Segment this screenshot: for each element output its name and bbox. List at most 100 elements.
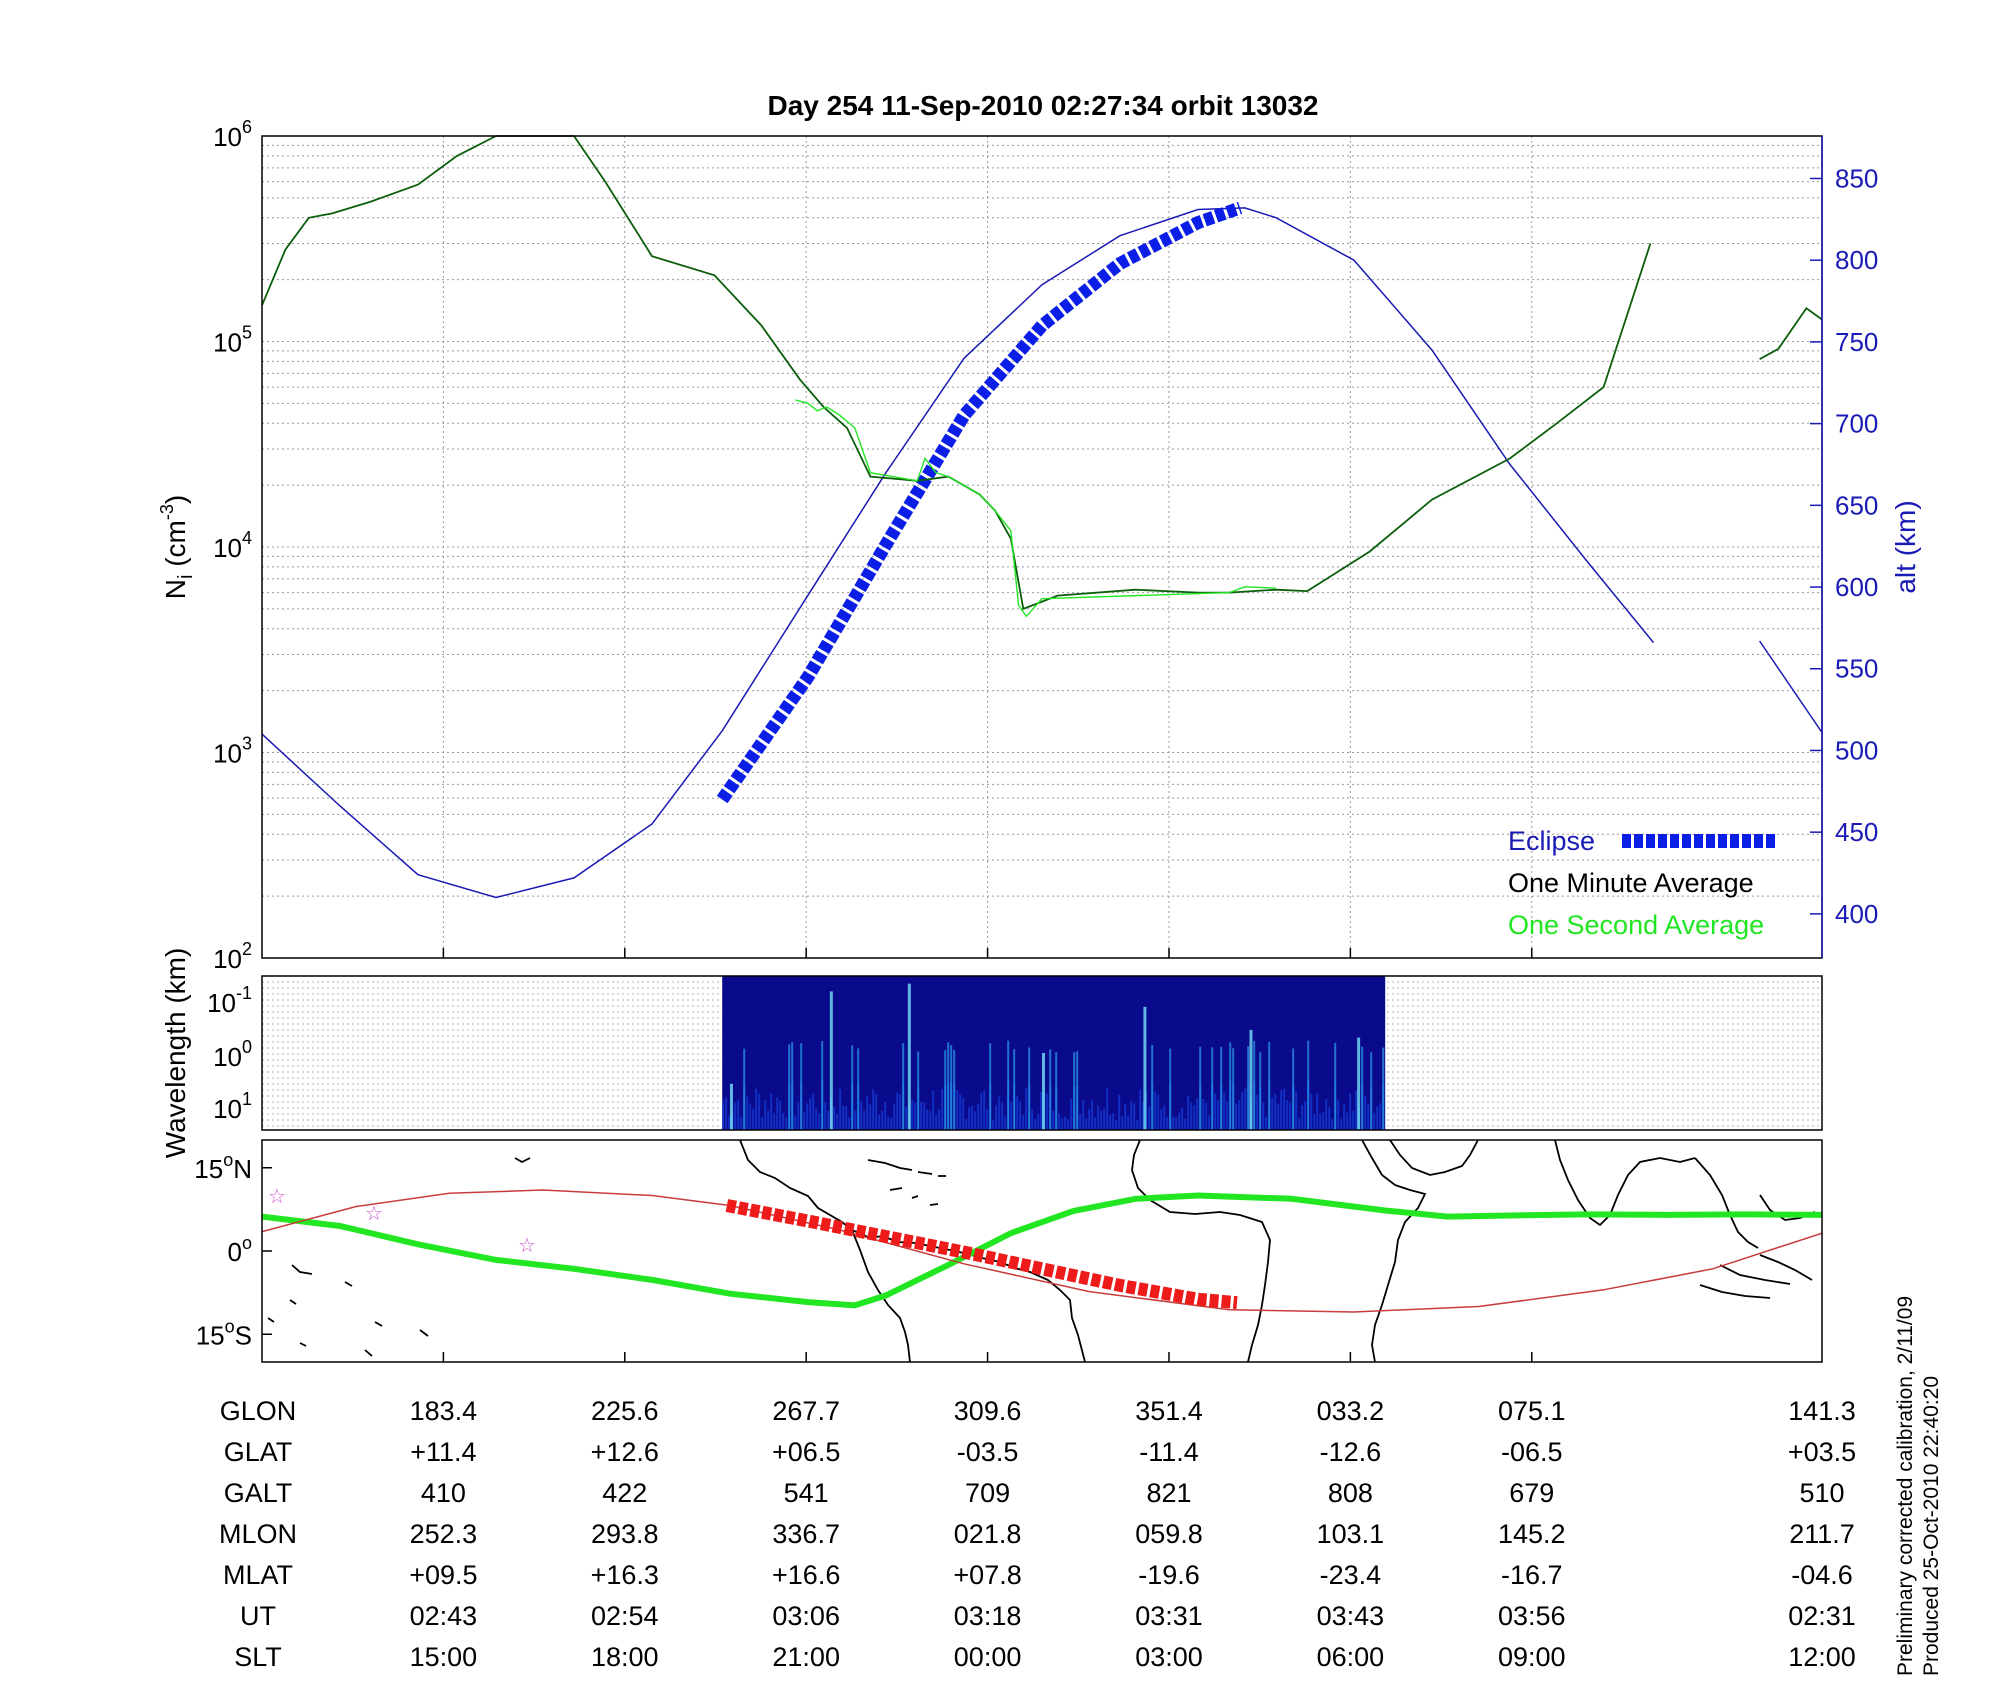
spectrogram-cell — [809, 1097, 812, 1130]
spectrogram-cell — [968, 1107, 971, 1130]
spectrogram-y-ticks: 10-1 100 101 — [207, 983, 252, 1124]
spectrogram-cell — [1193, 1104, 1196, 1130]
spectrogram-cell — [1067, 1119, 1070, 1130]
table-cell: -04.6 — [1791, 1560, 1853, 1590]
spectrogram-cell — [1199, 1046, 1202, 1130]
spectrogram-cell — [800, 1043, 803, 1130]
spectrogram-cell — [1097, 1105, 1100, 1130]
spectrogram-cell — [1196, 1098, 1199, 1130]
coast-africa-west — [1131, 1140, 1271, 1362]
spectrogram-cell — [1268, 1041, 1271, 1130]
spectrogram-cell — [1025, 1088, 1028, 1130]
spectrogram-cell — [1295, 1091, 1298, 1130]
spectrogram-cell — [764, 1100, 767, 1130]
spectrogram-cell — [1205, 1103, 1208, 1130]
spectrogram-cell — [992, 1119, 995, 1130]
spectrogram-cell — [1370, 1052, 1373, 1130]
spectrogram-cell — [902, 1043, 905, 1130]
table-cell: 21:00 — [772, 1642, 840, 1672]
table-cell: 03:00 — [1135, 1642, 1203, 1672]
spectrogram-cell — [944, 1050, 947, 1130]
spectrogram-cell — [1376, 1106, 1379, 1130]
footnote-line-2: Produced 25-Oct-2010 22:40:20 — [1920, 1376, 1943, 1676]
spectrogram-y-tick-label: 101 — [213, 1089, 252, 1124]
spectrogram-cell — [989, 1043, 992, 1130]
table-cell: -12.6 — [1320, 1437, 1382, 1467]
spectrogram-cell — [938, 1109, 941, 1130]
density-y-tick-label: 104 — [213, 528, 252, 563]
spectrogram-cell — [746, 1096, 749, 1130]
spectrogram-cell — [788, 1044, 791, 1130]
spectrogram-cell — [1160, 1109, 1163, 1130]
spectrogram-cell — [998, 1096, 1001, 1130]
altitude-tick-label: 850 — [1835, 163, 1878, 193]
table-cell: -06.5 — [1501, 1437, 1563, 1467]
spectrogram-cell — [815, 1108, 818, 1130]
map-content: ☆ ☆ ☆ — [262, 1140, 1822, 1362]
altitude-tick-label: 550 — [1835, 654, 1878, 684]
altitude-tick-label: 400 — [1835, 899, 1878, 929]
spectrogram-cell — [935, 1114, 938, 1130]
table-cell: 06:00 — [1317, 1642, 1385, 1672]
spectrogram-cell — [1184, 1118, 1187, 1130]
table-cell: +06.5 — [772, 1437, 840, 1467]
altitude-line — [261, 207, 1655, 899]
table-cell: 03:31 — [1135, 1601, 1203, 1631]
spectrogram-cell — [1256, 1094, 1259, 1130]
spectrogram-cell — [1052, 1110, 1055, 1130]
stars: ☆ ☆ ☆ — [268, 1186, 536, 1257]
orbit-table: GLON 183.4 225.6 267.7 309.6 351.4 033.2 075.1 1… — [219, 1396, 1856, 1672]
spectrogram-cell — [1313, 1113, 1316, 1130]
spectrogram-cell — [776, 1097, 779, 1130]
spectrogram-cell — [1058, 1113, 1061, 1130]
table-cell: 211.7 — [1789, 1519, 1855, 1549]
star-marker: ☆ — [268, 1186, 286, 1208]
map-area — [262, 1140, 1822, 1362]
spectrogram-cell — [875, 1093, 878, 1130]
spectrogram-cell — [929, 1110, 932, 1130]
spectrogram-cell — [752, 1108, 755, 1130]
spectrogram-burst — [1249, 1029, 1253, 1130]
spectrogram-cell — [971, 1105, 974, 1130]
table-cell: 336.7 — [772, 1519, 840, 1549]
spectrogram-cell — [1139, 1089, 1142, 1130]
table-row-label: UT — [240, 1601, 276, 1631]
density-panel: 102 103 104 105 106 400 450 500 550 600 650 700 750… — [157, 117, 1921, 974]
table-cell: 02:54 — [591, 1601, 659, 1631]
spectrogram-cell — [782, 1112, 785, 1130]
spectrogram-burst — [1357, 1037, 1361, 1130]
altitude-y-ticks: 400 450 500 550 600 650 700 750 800 850 — [1810, 163, 1878, 929]
spectrogram-cell — [896, 1092, 899, 1130]
spectrogram-cell — [1220, 1046, 1223, 1130]
map-y-tick-label: 0o — [228, 1233, 252, 1267]
spectrogram-cell — [941, 1089, 944, 1130]
spectrogram-cell — [1325, 1098, 1328, 1130]
spectrogram-cell — [1190, 1102, 1193, 1130]
spectrogram-cell — [1208, 1115, 1211, 1130]
coast-north-america — [739, 1140, 853, 1231]
spectrogram-cell — [893, 1103, 896, 1130]
spectrogram-burst — [1042, 1053, 1045, 1130]
spectrogram-cell — [1121, 1116, 1124, 1130]
spectrogram-cell — [1286, 1099, 1289, 1130]
spectrogram-cell — [836, 1113, 839, 1130]
spectrogram-burst — [829, 991, 833, 1130]
spectrogram-cell — [1298, 1117, 1301, 1130]
altitude-tick-label: 500 — [1835, 735, 1878, 765]
table-cell: +07.8 — [953, 1560, 1021, 1590]
table-cell: -03.5 — [957, 1437, 1019, 1467]
spectrogram-cell — [1127, 1115, 1130, 1130]
chart-title: Day 254 11-Sep-2010 02:27:34 orbit 13032 — [767, 90, 1318, 121]
table-cell: 252.3 — [410, 1519, 478, 1549]
spectrogram-cell — [806, 1103, 809, 1130]
table-cell: 12:00 — [1788, 1642, 1856, 1672]
spectrogram-cell — [1022, 1114, 1025, 1130]
spectrogram-cell — [1157, 1094, 1160, 1130]
spectrogram-cell — [740, 1116, 743, 1130]
spectrogram-cell — [1028, 1047, 1031, 1130]
table-cell: +09.5 — [409, 1560, 477, 1590]
table-cell: 541 — [784, 1478, 829, 1508]
spectrogram-cell — [917, 1051, 920, 1130]
spectrogram-cell — [1154, 1091, 1157, 1130]
